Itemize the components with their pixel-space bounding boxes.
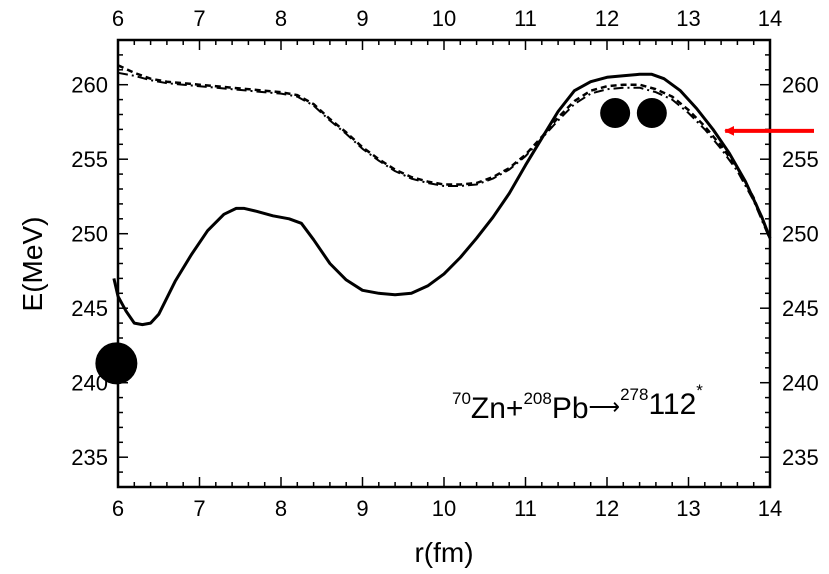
y-tick-label-right: 250 (782, 222, 819, 247)
y-tick-label-left: 250 (71, 222, 108, 247)
y-tick-label-right: 255 (782, 147, 819, 172)
x-tick-label-top: 14 (758, 6, 782, 31)
x-tick-label-top: 11 (514, 6, 537, 31)
annotation-excited-mark: * (696, 381, 703, 400)
y-tick-label-left: 255 (71, 147, 108, 172)
x-tick-label-bottom: 6 (112, 496, 124, 521)
series-lines (112, 64, 772, 327)
small-circle-marker (600, 98, 631, 129)
reaction-annotation: 70Zn+208Pb⟶278112* (452, 381, 703, 425)
x-tick-label-top: 10 (432, 6, 456, 31)
markers (95, 98, 667, 385)
axis-ticks (117, 39, 771, 487)
y-tick-label-right: 260 (782, 73, 819, 98)
x-tick-label-bottom: 7 (193, 496, 205, 521)
x-tick-label-top: 13 (676, 6, 700, 31)
series-line-dashed (117, 64, 772, 239)
x-tick-label-bottom: 12 (595, 496, 619, 521)
y-tick-label-left: 235 (71, 445, 108, 470)
y-tick-label-left: 260 (71, 73, 108, 98)
x-tick-label-bottom: 11 (514, 496, 537, 521)
annotation-superscript: 278 (620, 385, 648, 404)
y-tick-label-right: 235 (782, 445, 819, 470)
x-tick-label-bottom: 10 (432, 496, 456, 521)
annotation-superscript: 208 (523, 389, 551, 408)
y-tick-label-right: 240 (782, 371, 819, 396)
y-tick-label-left: 245 (71, 296, 108, 321)
y-axis-title: E(MeV) (17, 217, 48, 312)
x-axis-title: r(fm) (414, 537, 473, 568)
small-circle-marker (636, 98, 667, 129)
x-tick-label-top: 12 (595, 6, 619, 31)
reaction-arrow-icon: ⟶ (589, 394, 621, 419)
annotation-superscript: 70 (452, 389, 471, 408)
x-tick-label-top: 8 (275, 6, 287, 31)
large-circle-marker (95, 342, 138, 385)
series-line-dashdot (117, 71, 771, 241)
series-line-solid (112, 72, 772, 327)
annotation-text: Zn+ (471, 392, 524, 425)
annotation-text: 112 (648, 388, 696, 421)
annotation-text: Pb (552, 392, 589, 425)
x-tick-label-bottom: 14 (758, 496, 782, 521)
x-tick-label-top: 9 (356, 6, 368, 31)
x-tick-label-bottom: 9 (356, 496, 368, 521)
x-tick-label-top: 6 (112, 6, 124, 31)
x-tick-label-top: 7 (193, 6, 205, 31)
x-tick-label-bottom: 8 (275, 496, 287, 521)
y-tick-label-right: 245 (782, 296, 819, 321)
x-tick-label-bottom: 13 (676, 496, 700, 521)
